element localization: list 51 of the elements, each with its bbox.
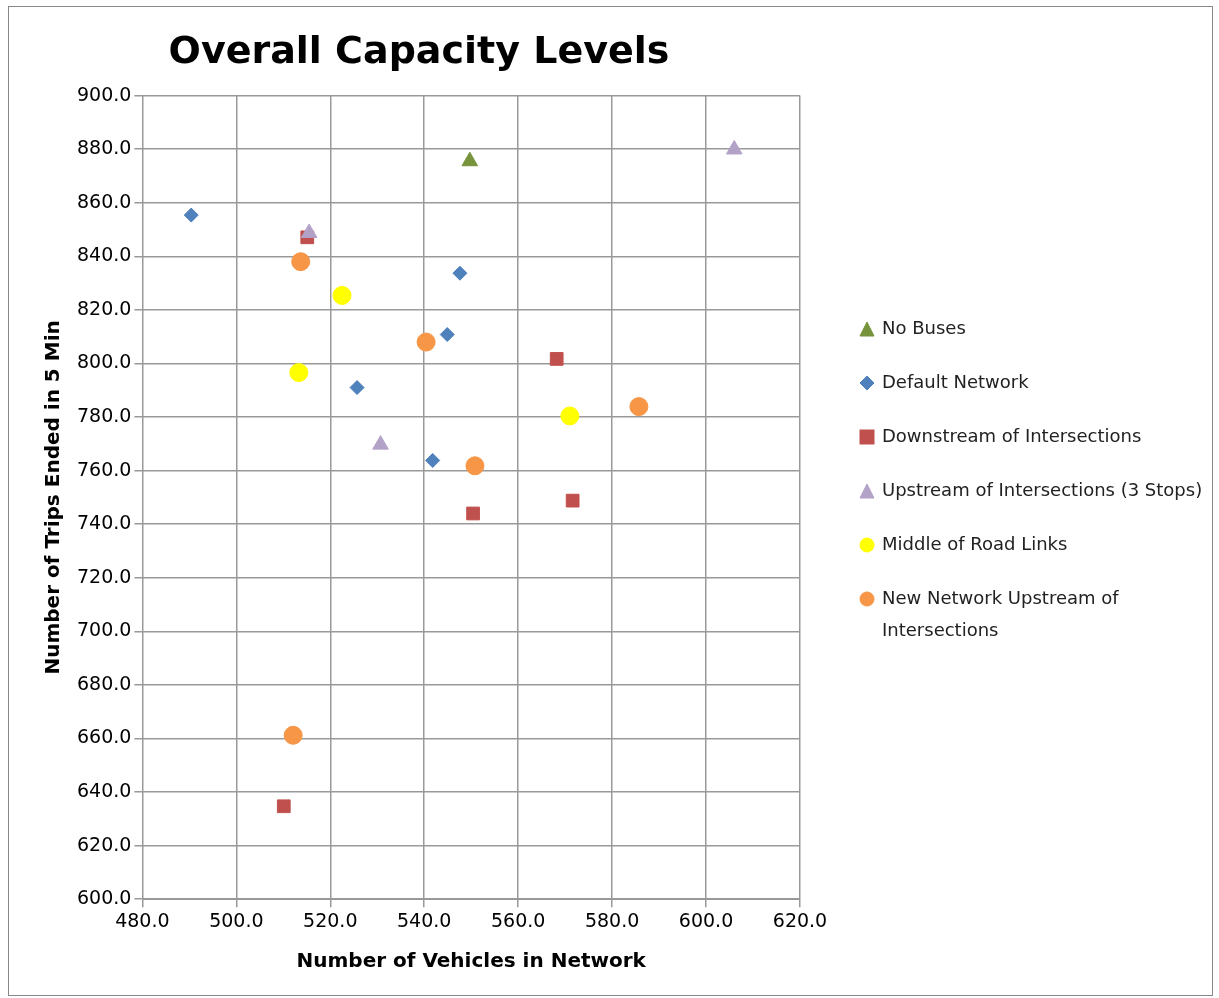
legend-label: No Buses [882, 316, 966, 340]
point [332, 285, 352, 305]
point [300, 223, 318, 239]
point [291, 252, 311, 272]
x-tick-label: 560.0 [490, 908, 546, 931]
point [289, 363, 309, 383]
point [565, 493, 580, 508]
y-tick-label: 660.0 [76, 725, 132, 748]
point [452, 265, 468, 281]
y-tick-label: 740.0 [76, 511, 132, 534]
x-tick-label: 520.0 [303, 908, 358, 931]
point [439, 327, 455, 343]
legend-label: Downstream of Intersections [882, 424, 1142, 448]
x-tick-label: 480.0 [115, 908, 170, 931]
point [349, 380, 365, 396]
x-tick-label: 620.0 [772, 908, 828, 931]
x-tick-label: 600.0 [678, 908, 734, 931]
x-axis-title: Number of Vehicles in Network [296, 948, 647, 973]
y-tick-label: 800.0 [76, 350, 132, 373]
y-tick-label: 640.0 [76, 778, 132, 801]
point [283, 725, 303, 745]
y-tick-label: 880.0 [76, 136, 132, 159]
y-tick-label: 760.0 [76, 457, 132, 480]
y-axis-title: Number of Trips Ended in 5 Min [40, 320, 65, 675]
y-tick-label: 840.0 [76, 243, 132, 266]
y-tick-label: 900.0 [76, 82, 132, 105]
legend-label: Default Network [882, 370, 1029, 394]
y-tick-label: 600.0 [76, 886, 132, 909]
legend-label: New Network Upstream of Intersections [882, 586, 1120, 642]
y-tick-label: 680.0 [76, 671, 132, 694]
point [466, 506, 480, 521]
point [465, 456, 485, 476]
y-tick-label: 620.0 [76, 832, 132, 855]
legend-label: Middle of Road Links [882, 532, 1068, 556]
y-tick-label: 700.0 [76, 618, 132, 641]
point [425, 452, 441, 468]
point [549, 352, 564, 366]
point [560, 406, 580, 426]
x-tick-label: 540.0 [397, 908, 452, 931]
point [276, 799, 291, 814]
y-tick-label: 860.0 [76, 189, 132, 212]
x-tick-label: 500.0 [209, 908, 264, 931]
x-tick-label: 580.0 [584, 908, 640, 931]
y-tick-label: 720.0 [76, 564, 132, 587]
point [183, 207, 199, 223]
y-tick-label: 780.0 [76, 403, 132, 426]
point [629, 397, 649, 417]
point [416, 332, 436, 352]
legend-label: Upstream of Intersections (3 Stops) [882, 478, 1203, 502]
chart-title: Overall Capacity Levels [168, 27, 670, 72]
y-tick-label: 820.0 [76, 296, 132, 319]
